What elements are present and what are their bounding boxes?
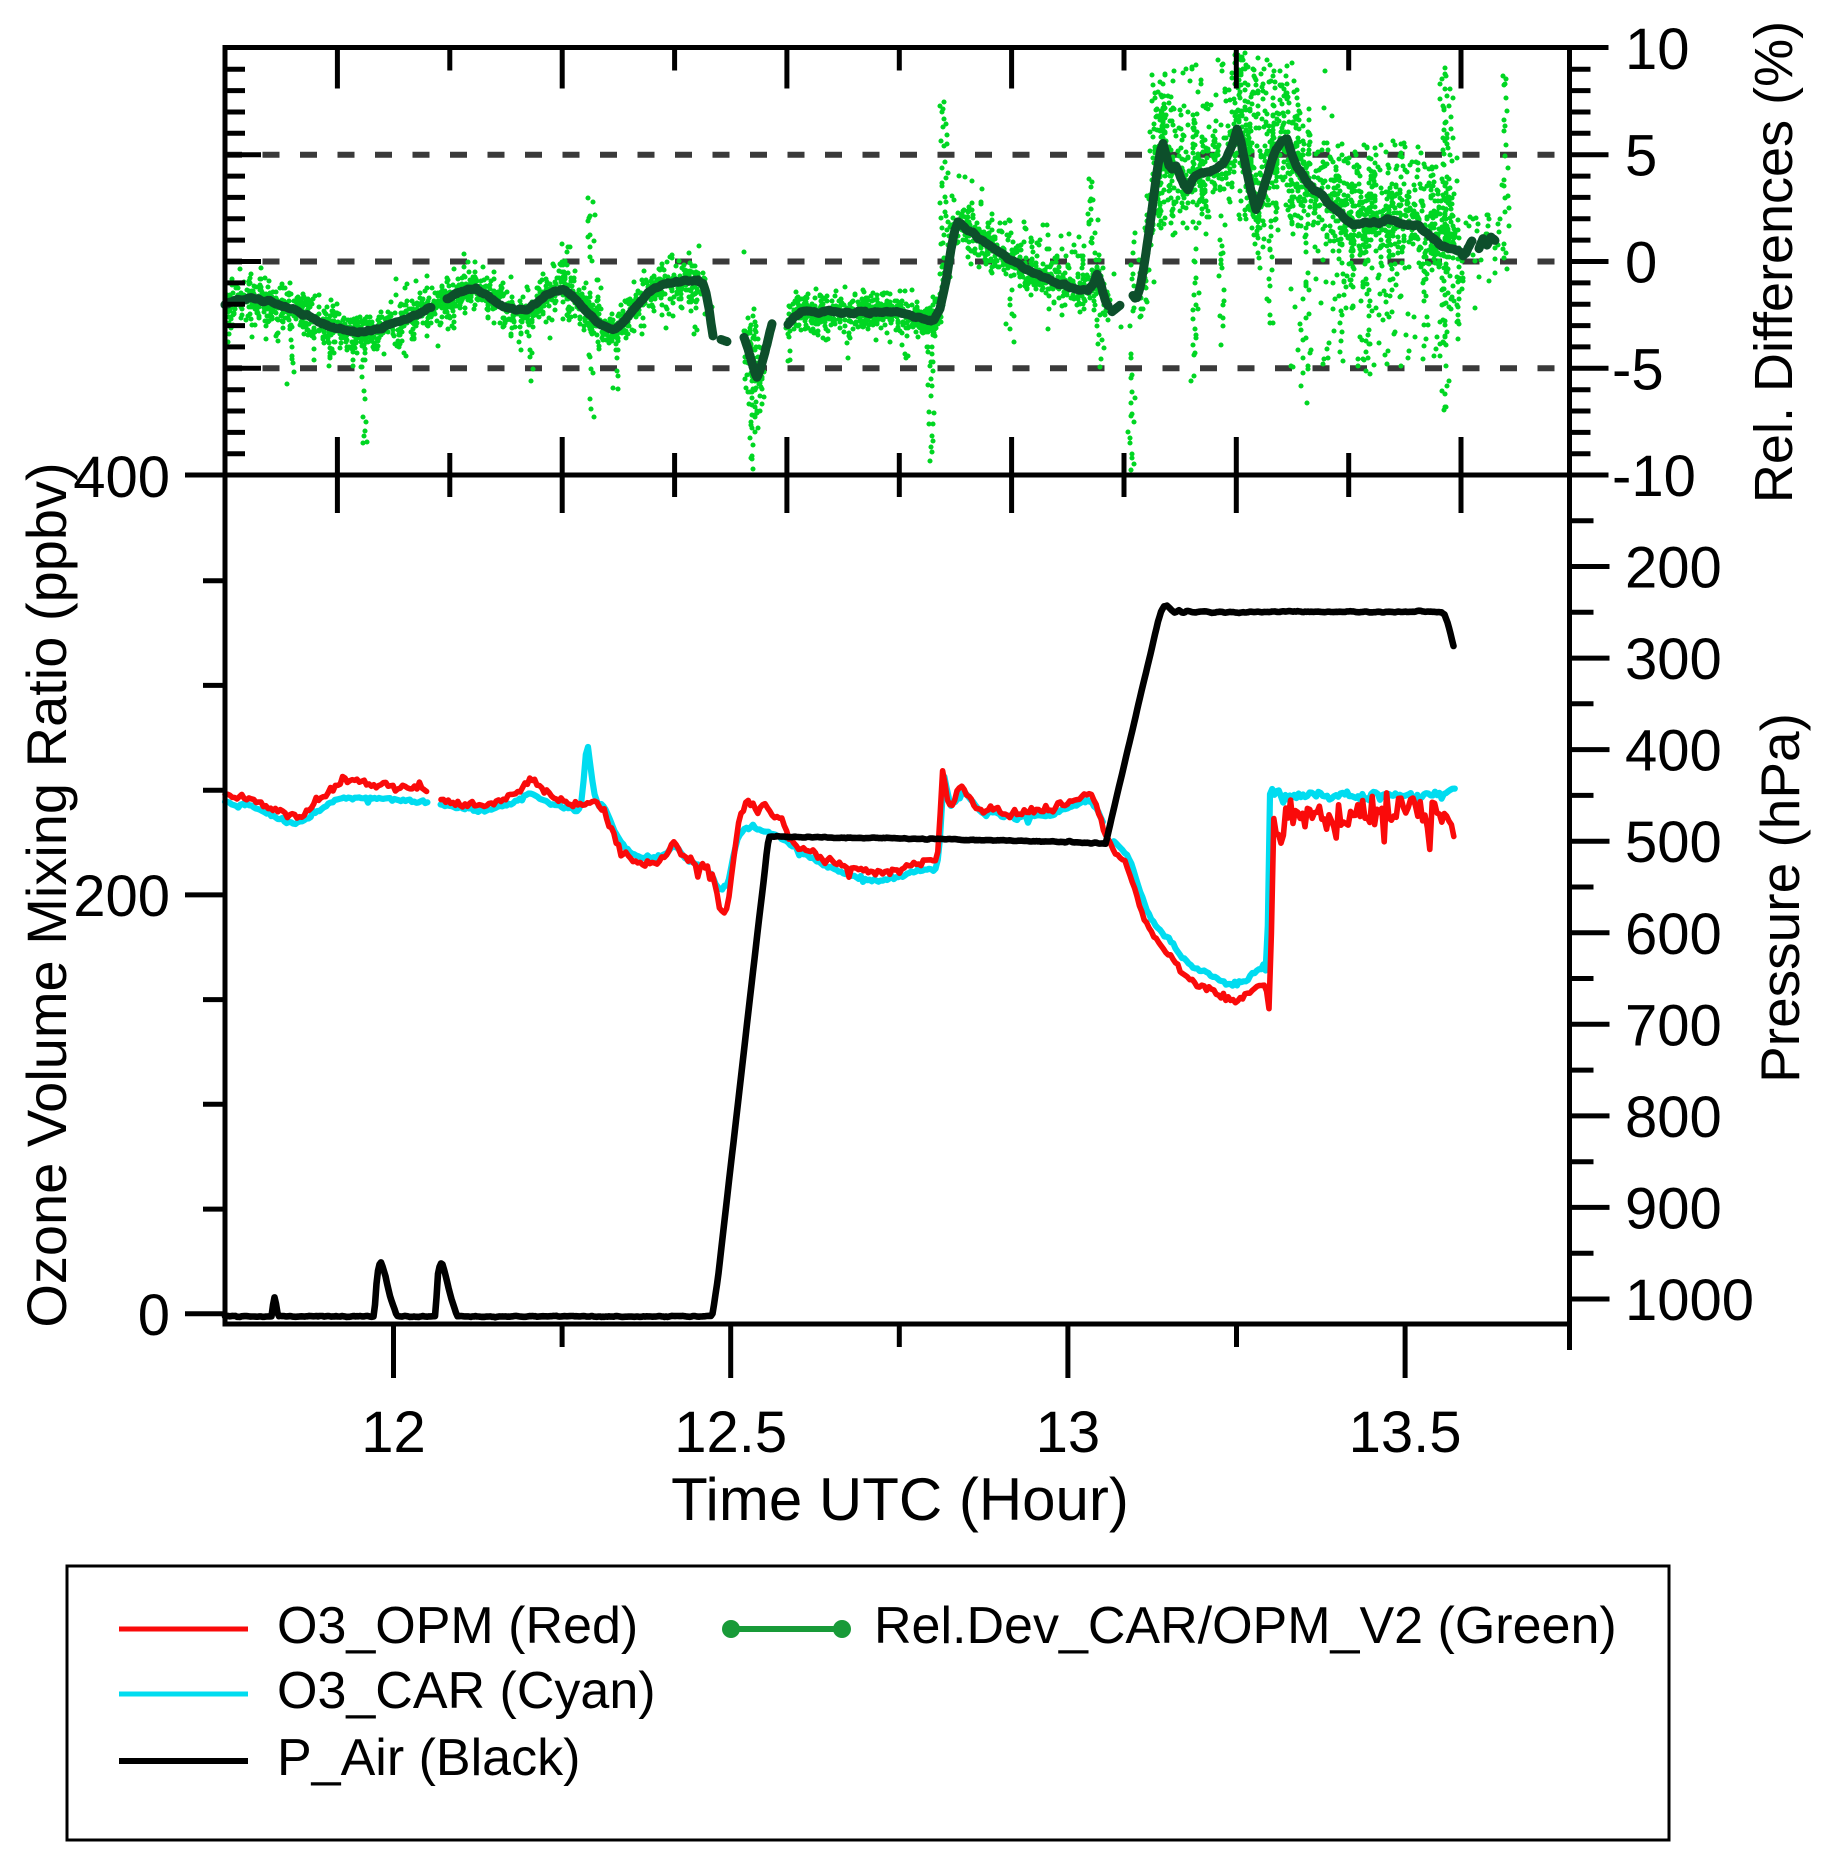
svg-text:-5: -5 — [1612, 337, 1664, 402]
svg-text:-10: -10 — [1612, 444, 1696, 509]
svg-text:200: 200 — [73, 864, 170, 929]
svg-text:5: 5 — [1625, 124, 1657, 189]
svg-text:10: 10 — [1625, 17, 1690, 82]
svg-text:O3_OPM (Red): O3_OPM (Red) — [277, 1597, 638, 1655]
svg-text:400: 400 — [73, 445, 170, 510]
svg-text:900: 900 — [1625, 1176, 1722, 1241]
svg-text:0: 0 — [138, 1283, 170, 1348]
svg-text:200: 200 — [1625, 536, 1722, 601]
svg-text:1000: 1000 — [1625, 1268, 1754, 1333]
svg-text:O3_CAR (Cyan): O3_CAR (Cyan) — [277, 1662, 656, 1720]
svg-text:500: 500 — [1625, 810, 1722, 875]
svg-text:0: 0 — [1625, 231, 1657, 296]
svg-text:12: 12 — [361, 1400, 426, 1465]
svg-text:300: 300 — [1625, 627, 1722, 692]
svg-text:Pressure (hPa): Pressure (hPa) — [1749, 713, 1811, 1083]
svg-text:P_Air (Black): P_Air (Black) — [277, 1729, 580, 1787]
svg-text:800: 800 — [1625, 1085, 1722, 1150]
svg-text:12.5: 12.5 — [674, 1400, 787, 1465]
svg-text:600: 600 — [1625, 902, 1722, 967]
svg-text:400: 400 — [1625, 719, 1722, 784]
svg-text:700: 700 — [1625, 993, 1722, 1058]
svg-text:13.5: 13.5 — [1349, 1400, 1462, 1465]
svg-text:13: 13 — [1036, 1400, 1101, 1465]
svg-text:Ozone Volume Mixing Ratio (ppb: Ozone Volume Mixing Ratio (ppbv) — [15, 462, 78, 1327]
svg-text:Rel. Differences (%): Rel. Differences (%) — [1744, 21, 1804, 503]
svg-text:Time UTC (Hour): Time UTC (Hour) — [671, 1466, 1129, 1533]
svg-text:Rel.Dev_CAR/OPM_V2 (Green): Rel.Dev_CAR/OPM_V2 (Green) — [874, 1597, 1617, 1655]
